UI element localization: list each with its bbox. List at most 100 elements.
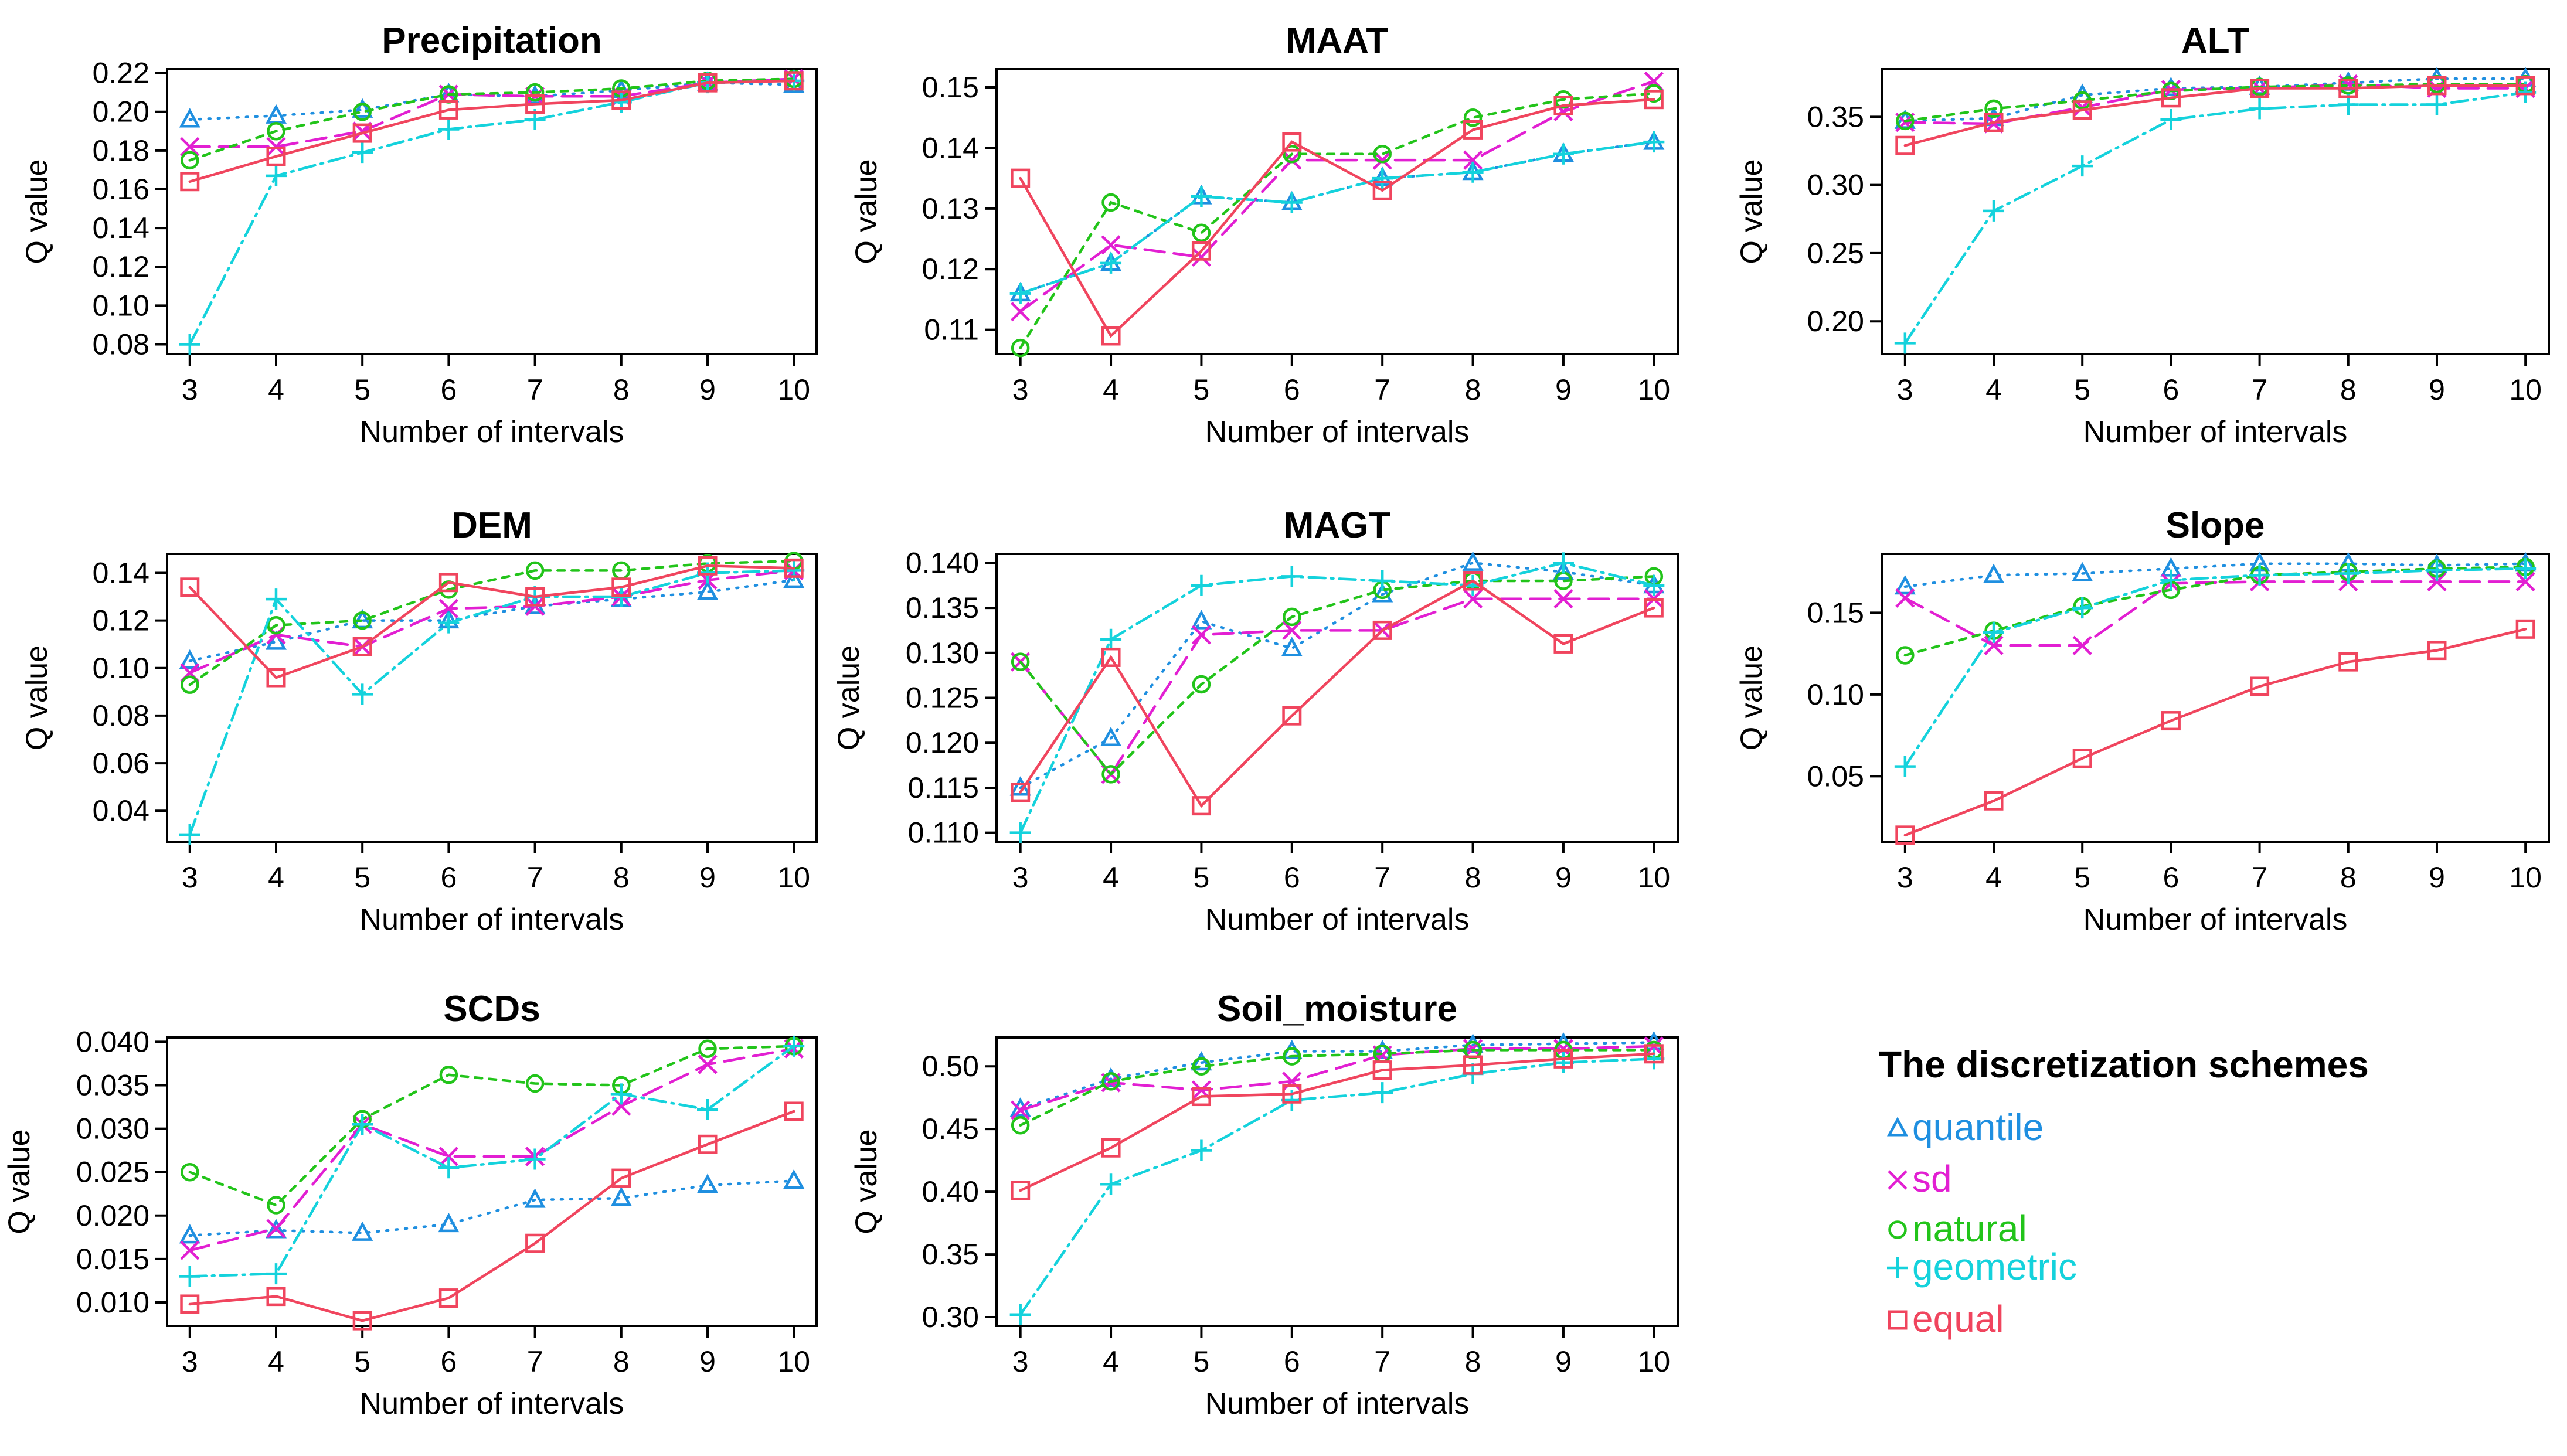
x-tick-label: 9: [699, 373, 716, 406]
y-tick-label: 0.15: [1807, 596, 1864, 629]
x-tick-label: 3: [182, 1345, 198, 1378]
x-axis-label: Number of intervals: [360, 903, 624, 937]
data-point-geometric: [1552, 552, 1574, 574]
data-point-equal: [438, 100, 458, 120]
series-line-sd: [1903, 580, 2527, 647]
data-point-equal: [1372, 620, 1392, 640]
data-point-sd: [1282, 1071, 1302, 1091]
x-tick-label: 3: [1012, 861, 1029, 894]
data-point-natural: [1373, 145, 1392, 164]
data-point-sd: [1463, 589, 1483, 609]
data-point-geometric: [1372, 570, 1393, 592]
sd-icon: [1888, 1170, 1908, 1190]
x-tick-label: 7: [527, 1345, 543, 1378]
y-axis-label: Q value: [20, 159, 54, 264]
x-tick-label: 6: [440, 861, 457, 894]
data-point-equal: [2072, 749, 2092, 768]
x-tick-label: 6: [1284, 861, 1300, 894]
data-point-sd: [438, 1147, 458, 1166]
x-tick-label: 10: [2509, 861, 2542, 894]
data-point-sd: [1101, 235, 1121, 255]
y-tick-label: 0.40: [922, 1175, 979, 1208]
data-point-equal: [352, 637, 372, 656]
y-tick-label: 0.10: [93, 289, 149, 322]
data-point-sd: [266, 1219, 286, 1239]
data-point-quantile: [1552, 560, 1574, 580]
plot-frame: [1881, 68, 2550, 355]
data-point-equal: [2072, 100, 2092, 120]
series-line-geometric: [1903, 91, 2527, 345]
data-point-natural: [1192, 675, 1211, 694]
x-tick-label: 3: [1012, 373, 1029, 406]
data-point-equal: [1191, 1087, 1211, 1107]
x-tick-label: 4: [1103, 1345, 1119, 1378]
data-point-equal: [1984, 791, 2004, 811]
data-point-quantile: [610, 1186, 632, 1206]
series-line-sd: [188, 1047, 795, 1252]
y-tick-label: 0.115: [908, 771, 979, 804]
y-tick-label: 0.020: [76, 1199, 149, 1232]
data-point-geometric: [1009, 1304, 1031, 1325]
data-point-equal: [1463, 571, 1483, 591]
data-point-equal: [180, 1294, 200, 1314]
series-line-natural: [188, 77, 795, 162]
data-point-natural: [1984, 99, 2003, 118]
data-point-equal: [698, 556, 718, 576]
series-line-equal: [188, 1110, 795, 1322]
data-point-geometric: [1643, 574, 1665, 596]
series-line-natural: [1019, 92, 1655, 349]
data-point-equal: [1895, 135, 1915, 155]
data-point-geometric: [265, 588, 287, 610]
x-tick-label: 8: [613, 1345, 630, 1378]
data-point-natural: [267, 615, 285, 635]
legend-label: sd: [1912, 1158, 1952, 1200]
plot-frame: [166, 68, 818, 355]
x-axis-label: Number of intervals: [2083, 903, 2348, 937]
x-tick-label: 3: [182, 373, 198, 406]
x-tick-label: 3: [182, 861, 198, 894]
data-point-natural: [439, 1065, 458, 1084]
y-tick-label: 0.12: [93, 250, 149, 283]
y-tick-label: 0.130: [906, 637, 979, 669]
data-point-sd: [1011, 1100, 1031, 1120]
legend-label: quantile: [1912, 1106, 2044, 1148]
x-tick-label: 10: [1638, 861, 1671, 894]
data-point-equal: [1011, 783, 1031, 802]
series-line-geometric: [1019, 562, 1655, 834]
data-point-natural: [525, 1074, 545, 1093]
x-tick-label: 3: [1897, 861, 1913, 894]
data-point-quantile: [1100, 726, 1122, 747]
y-tick-label: 0.010: [76, 1286, 149, 1319]
x-tick-label: 10: [777, 861, 810, 894]
natural-icon: [1888, 1220, 1907, 1239]
chart-panel-precipitation: Precipitation 3 4 5 6 7 8 9 10 Number of interval…: [20, 21, 818, 449]
data-point-quantile: [352, 1221, 373, 1241]
x-tick-label: 6: [2163, 373, 2179, 406]
data-point-quantile: [1191, 1051, 1212, 1071]
data-point-equal: [2338, 652, 2358, 672]
data-point-equal: [1011, 168, 1031, 188]
data-point-equal: [2338, 79, 2358, 98]
data-point-quantile: [1191, 610, 1212, 630]
data-point-geometric: [1009, 822, 1031, 843]
data-point-geometric: [1100, 252, 1122, 274]
data-point-quantile: [2072, 562, 2093, 581]
data-point-equal: [1372, 1060, 1392, 1080]
chart-title: ALT: [2181, 21, 2249, 61]
series-line-quantile: [1903, 77, 2527, 123]
data-point-geometric: [2337, 563, 2359, 584]
chart-panel-slope: Slope 3 4 5 6 7 8 9 10 Number of intervals 0.05 0.1…: [1735, 505, 2550, 937]
x-tick-label: 10: [1638, 373, 1671, 406]
data-point-quantile: [179, 649, 200, 669]
data-point-geometric: [438, 612, 460, 634]
legend-item-natural: natural: [1888, 1207, 2027, 1250]
y-tick-label: 0.35: [1807, 100, 1864, 133]
data-point-sd: [266, 137, 286, 157]
x-tick-label: 7: [527, 373, 543, 406]
x-tick-label: 7: [2252, 861, 2268, 894]
x-tick-label: 7: [1374, 1345, 1390, 1378]
y-tick-label: 0.08: [93, 328, 149, 360]
x-tick-label: 5: [1194, 861, 1210, 894]
series-line-equal: [1903, 628, 2527, 837]
series-line-natural: [1903, 566, 2527, 657]
